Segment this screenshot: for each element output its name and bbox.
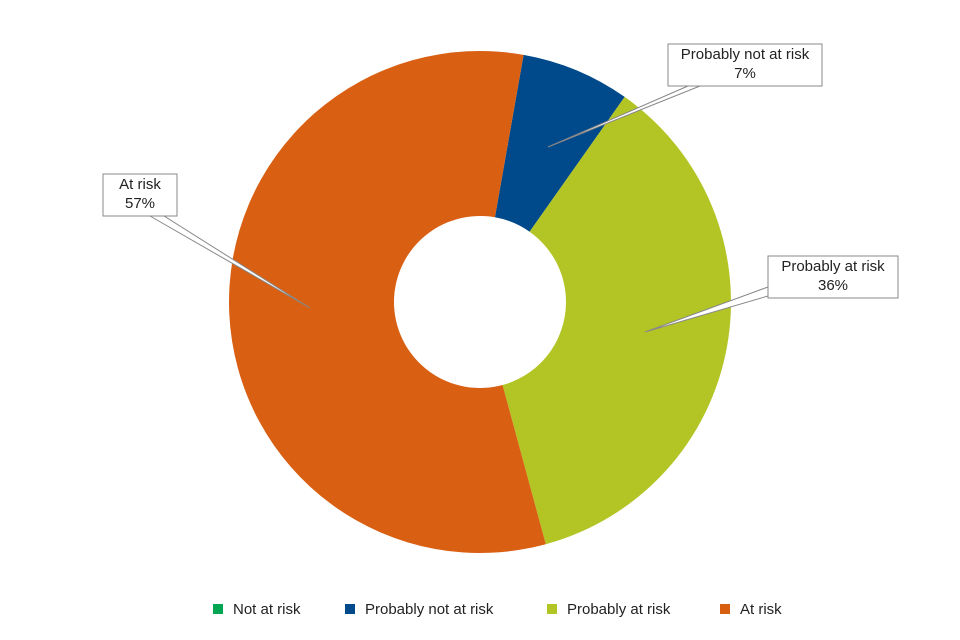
callout-value: 36% <box>818 277 848 294</box>
callout-box <box>102 173 178 217</box>
legend-swatch <box>345 604 355 614</box>
callout-category: Probably not at risk <box>681 46 810 63</box>
legend-label: Not at risk <box>233 601 301 618</box>
callout-value: 7% <box>734 65 756 82</box>
legend-label: At risk <box>740 601 782 618</box>
callout-box <box>767 255 899 299</box>
callout-box <box>667 43 823 87</box>
callout-value: 57% <box>125 195 155 212</box>
legend-swatch <box>213 604 223 614</box>
donut-slice <box>502 96 731 545</box>
legend-label: Probably not at risk <box>365 601 494 618</box>
donut-slice <box>494 54 625 232</box>
legend-swatch <box>720 604 730 614</box>
callout-category: At risk <box>119 176 161 193</box>
callout-category: Probably at risk <box>781 258 885 275</box>
legend-swatch <box>547 604 557 614</box>
legend-label: Probably at risk <box>567 601 671 618</box>
donut-slice <box>229 50 546 553</box>
